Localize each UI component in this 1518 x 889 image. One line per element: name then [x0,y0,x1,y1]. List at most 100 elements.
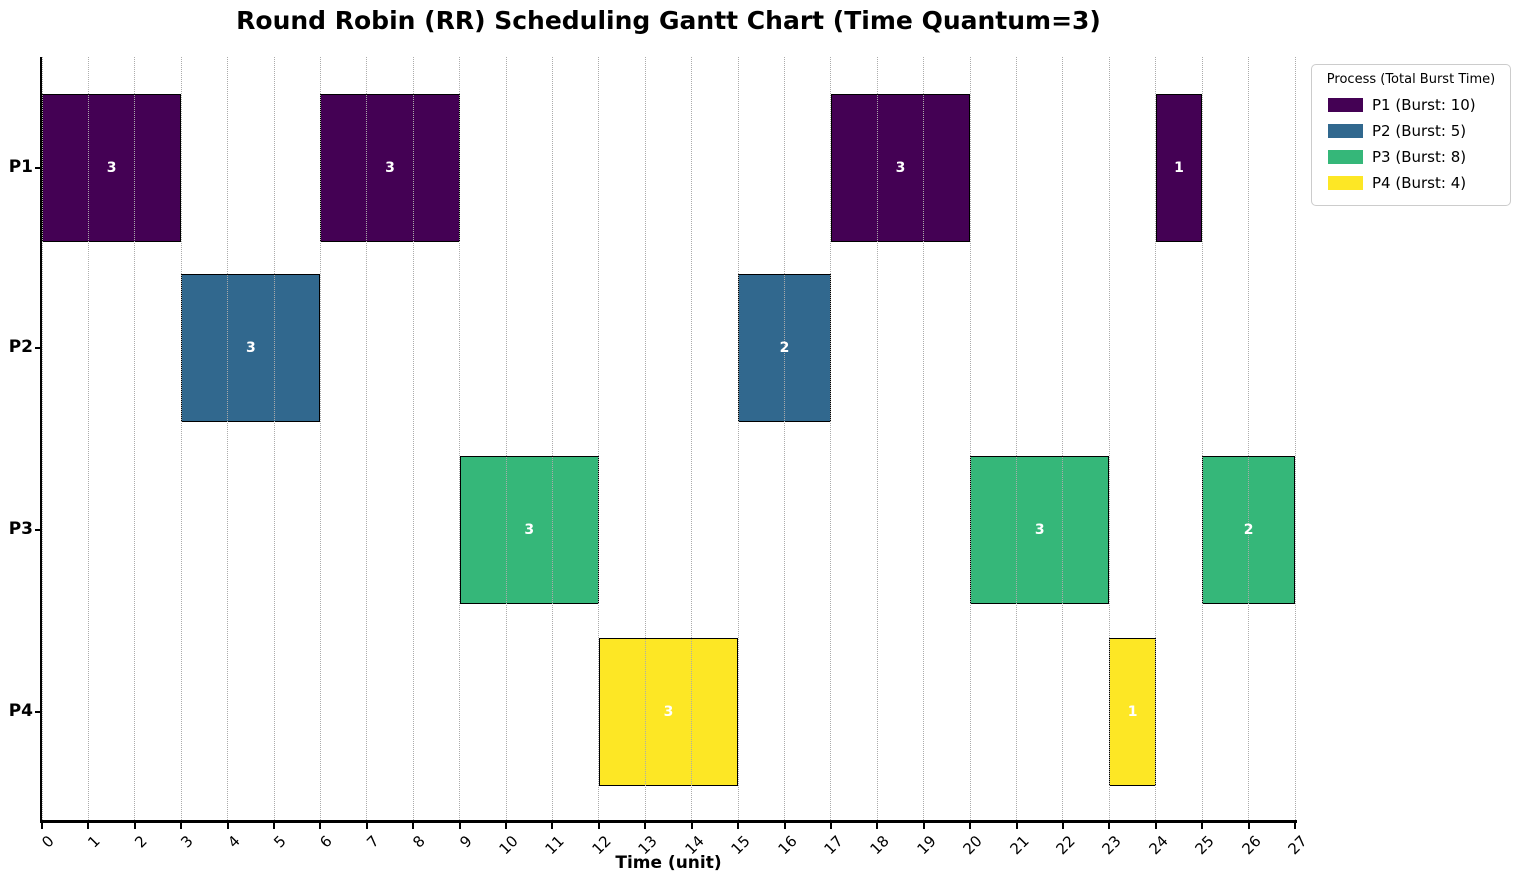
x-tick-7 [365,823,368,829]
legend-swatch-p2 [1328,124,1363,138]
legend-swatch-p4 [1328,176,1363,190]
gantt-bar-p1-6-9 [320,94,460,243]
gridline-t12 [598,57,600,820]
gridline-t10 [505,57,507,820]
bar-duration-label: 3 [895,160,906,177]
x-tick-9 [458,823,461,829]
plot-area: 3 3 3 1 3 2 3 3 2 3 1 [41,57,1296,820]
gridline-t3 [180,57,182,820]
legend-item-label: P2 (Burst: 5) [1372,122,1467,140]
legend-item-label: P4 (Burst: 4) [1372,174,1467,192]
bar-duration-label: 2 [779,340,790,356]
x-tick-11 [551,823,554,829]
bar-duration-label: 2 [1243,521,1254,538]
gridline-t14 [691,57,693,820]
x-tick-22 [1061,823,1064,829]
bar-duration-label: 3 [1034,521,1045,538]
legend-item-p1: P1 (Burst: 10) [1321,92,1501,118]
gridline-t15 [737,57,739,820]
gridline-t27 [1294,57,1296,820]
x-tick-10 [505,823,508,829]
x-tick-2 [133,823,136,829]
gridline-t9 [459,57,461,820]
x-tick-26 [1247,823,1250,829]
gridline-t22 [1062,57,1064,820]
gantt-bar-p1-17-20 [830,94,971,243]
y-axis-spine [40,57,42,823]
x-tick-15 [737,823,740,829]
legend-item-p4: P4 (Burst: 4) [1321,170,1501,196]
legend-item-label: P1 (Burst: 10) [1372,96,1476,114]
gridline-t7 [366,57,368,820]
gridline-t6 [319,57,321,820]
legend-item-p2: P2 (Burst: 5) [1321,118,1501,144]
y-axis-label-p2: P2 [8,337,33,357]
gridline-t20 [969,57,971,820]
x-tick-5 [273,823,276,829]
gridline-t25 [1201,57,1203,820]
bar-duration-label: 3 [385,160,395,177]
bar-duration-label: 1 [1174,160,1184,177]
gridline-t21 [1016,57,1018,820]
bar-duration-label: 3 [524,521,535,538]
gridline-t8 [412,57,414,820]
gridline-t0 [41,57,43,820]
y-tick-p4 [35,711,41,714]
bar-duration-label: 3 [663,704,674,721]
gridline-t2 [134,57,136,820]
x-tick-12 [597,823,600,829]
gantt-bar-p3-9-12 [459,455,599,604]
bar-duration-label: 1 [1127,704,1138,721]
x-tick-27 [1294,823,1296,829]
y-axis-label-p3: P3 [8,518,33,539]
gridline-t11 [551,57,553,820]
legend-title: Process (Total Burst Time) [1326,72,1496,87]
gantt-bar-p4-12-15 [598,638,739,787]
gridline-t13 [644,57,646,820]
y-tick-p2 [35,347,41,349]
legend-item-label: P3 (Burst: 8) [1372,148,1467,166]
x-tick-19 [922,823,925,829]
x-tick-16 [783,823,786,829]
gantt-bar-p1-0-3 [42,94,182,243]
legend-items-container: P1 (Burst: 10) P2 (Burst: 5) P3 (Burst: 8)… [1321,92,1501,196]
x-tick-18 [876,823,879,829]
gantt-bar-p3-20-23 [970,455,1110,604]
gridline-t23 [1108,57,1110,820]
x-tick-4 [226,823,229,829]
gantt-bar-p1-24-25 [1155,94,1203,243]
gridline-t4 [227,57,229,820]
chart-title: Round Robin (RR) Scheduling Gantt Chart … [236,6,1101,35]
y-axis-label-p1: P1 [8,157,33,178]
x-tick-20 [969,823,972,829]
y-tick-p1 [35,167,41,170]
x-tick-24 [1154,823,1157,829]
x-tick-6 [319,823,322,829]
x-tick-14 [690,823,693,829]
x-tick-1 [87,823,90,829]
x-tick-21 [1015,823,1018,829]
gridline-t26 [1248,57,1250,820]
gridline-t18 [876,57,878,820]
gridline-t1 [87,57,89,820]
x-axis-label: Time (unit) [615,853,722,873]
gridline-t5 [273,57,275,820]
gantt-bar-p2-3-6 [181,273,321,422]
legend-item-p3: P3 (Burst: 8) [1321,144,1501,170]
x-tick-23 [1108,823,1111,829]
gridline-t17 [830,57,832,820]
y-tick-p3 [35,528,41,531]
bar-duration-label: 3 [106,160,117,177]
x-tick-25 [1201,823,1204,829]
legend-swatch-p3 [1328,150,1363,164]
bar-duration-label: 3 [245,340,256,356]
x-tick-3 [180,823,183,829]
gridline-t24 [1155,57,1157,820]
gantt-bar-p4-23-24 [1109,638,1156,787]
gridline-t16 [784,57,786,820]
x-tick-0 [41,823,43,829]
legend: Process (Total Burst Time) P1 (Burst: 10… [1311,64,1511,206]
y-axis-label-p4: P4 [8,701,33,722]
x-axis-spine [40,820,1297,823]
